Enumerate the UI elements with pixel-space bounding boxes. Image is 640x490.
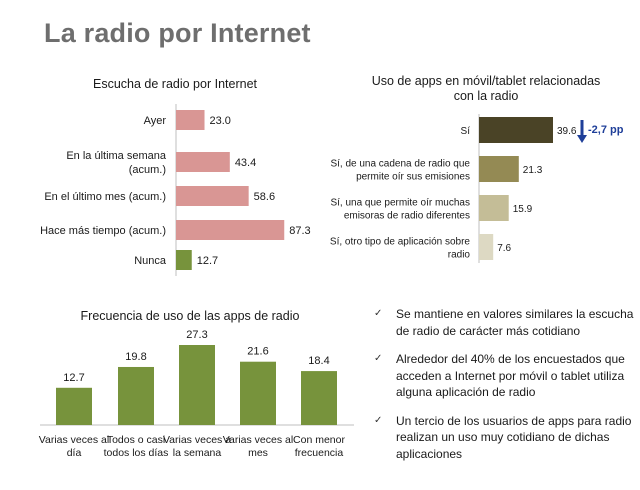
finding-item: ✓ Se mantiene en valores similares la esc… xyxy=(372,306,634,339)
frequency-category-label: Todos o casi xyxy=(107,434,165,446)
check-icon: ✓ xyxy=(374,414,383,426)
apps-title-line-1: Uso de apps en móvil/tablet relacionadas xyxy=(371,74,601,88)
finding-text: Alrededor del 40% de los encuestados que… xyxy=(396,352,625,399)
listening-category-label: Ayer xyxy=(144,115,167,127)
listening-category-label: Hace más tiempo (acum.) xyxy=(40,225,166,237)
apps-value-label: 7.6 xyxy=(497,243,511,254)
frequency-bar xyxy=(301,371,337,425)
listening-category-label: En la última semana xyxy=(66,150,167,162)
frequency-category-label: la semana xyxy=(173,447,222,459)
apps-bar xyxy=(479,234,494,260)
apps-value-label: 15.9 xyxy=(513,204,533,215)
check-icon: ✓ xyxy=(374,353,383,364)
check-icon: ✓ xyxy=(374,308,383,319)
apps-category-label: permite oír sus emisiones xyxy=(356,172,470,183)
apps-category-label: radio xyxy=(448,250,471,261)
listening-value-label: 23.0 xyxy=(210,115,231,127)
listening-category-label: Nunca xyxy=(134,255,167,267)
frequency-category-label: Varias veces al xyxy=(39,434,109,446)
listening-category-label: En el último mes (acum.) xyxy=(44,191,166,203)
apps-category-label: Sí, de una cadena de radio que xyxy=(330,159,470,170)
apps-bar xyxy=(479,195,509,221)
finding-text: Un tercio de los usuarios de apps para r… xyxy=(396,413,632,461)
apps-annotation-label: -2,7 pp xyxy=(588,124,624,136)
frequency-bar xyxy=(179,345,215,425)
apps-category-label: emisoras de radio diferentes xyxy=(344,211,470,222)
listening-bar xyxy=(176,250,192,270)
frequency-bar xyxy=(118,366,154,425)
frequency-value-label: 21.6 xyxy=(247,346,268,358)
apps-value-label: 39.6 xyxy=(557,126,577,137)
frequency-value-label: 12.7 xyxy=(63,372,84,384)
apps-value-label: 21.3 xyxy=(523,165,543,176)
apps-bar xyxy=(479,156,519,182)
finding-text: Se mantiene en valores similares la escu… xyxy=(396,307,634,338)
frequency-bar xyxy=(240,361,276,425)
listening-bar xyxy=(176,220,285,240)
frequency-value-label: 19.8 xyxy=(125,351,146,363)
frequency-bar xyxy=(56,387,92,425)
listening-bar xyxy=(176,186,249,206)
decrease-arrow-head-icon xyxy=(577,135,587,143)
apps-bar xyxy=(479,117,553,143)
listening-value-label: 58.6 xyxy=(254,191,275,203)
listening-bar xyxy=(176,110,205,130)
frequency-category-label: Varias veces al xyxy=(223,434,293,446)
frequency-category-label: todos los días xyxy=(104,447,169,459)
listening-value-label: 87.3 xyxy=(289,225,310,237)
finding-item: ✓ Alrededor del 40% de los encuestados qu… xyxy=(372,351,634,401)
apps-category-label: Sí xyxy=(461,126,471,137)
frequency-value-label: 27.3 xyxy=(186,329,207,341)
listening-value-label: 12.7 xyxy=(197,255,218,267)
frequency-value-label: 18.4 xyxy=(308,355,329,367)
frequency-category-label: frecuencia xyxy=(295,447,344,459)
apps-chart-title: Uso de apps en móvil/tablet relacionadas… xyxy=(340,74,632,104)
key-findings-list: ✓ Se mantiene en valores similares la esc… xyxy=(372,306,634,474)
apps-category-label: Sí, otro tipo de aplicación sobre xyxy=(330,237,471,248)
frequency-category-label: Con menor xyxy=(293,434,345,446)
finding-item: ✓ Un tercio de los usuarios de apps para … xyxy=(372,413,634,463)
apps-title-line-2: con la radio xyxy=(453,89,519,103)
listening-category-label: (acum.) xyxy=(129,164,166,176)
listening-bar xyxy=(176,152,230,172)
frequency-category-label: día xyxy=(67,447,82,459)
listening-value-label: 43.4 xyxy=(235,157,256,169)
frequency-category-label: Varias veces a xyxy=(163,434,231,446)
apps-category-label: Sí, una que permite oír muchas xyxy=(330,198,470,209)
listening-chart-title: Escucha de radio por Internet xyxy=(93,77,257,91)
frequency-chart-title: Frecuencia de uso de las apps de radio xyxy=(80,309,300,323)
page-title: La radio por Internet xyxy=(44,18,311,48)
frequency-category-label: mes xyxy=(248,447,268,459)
